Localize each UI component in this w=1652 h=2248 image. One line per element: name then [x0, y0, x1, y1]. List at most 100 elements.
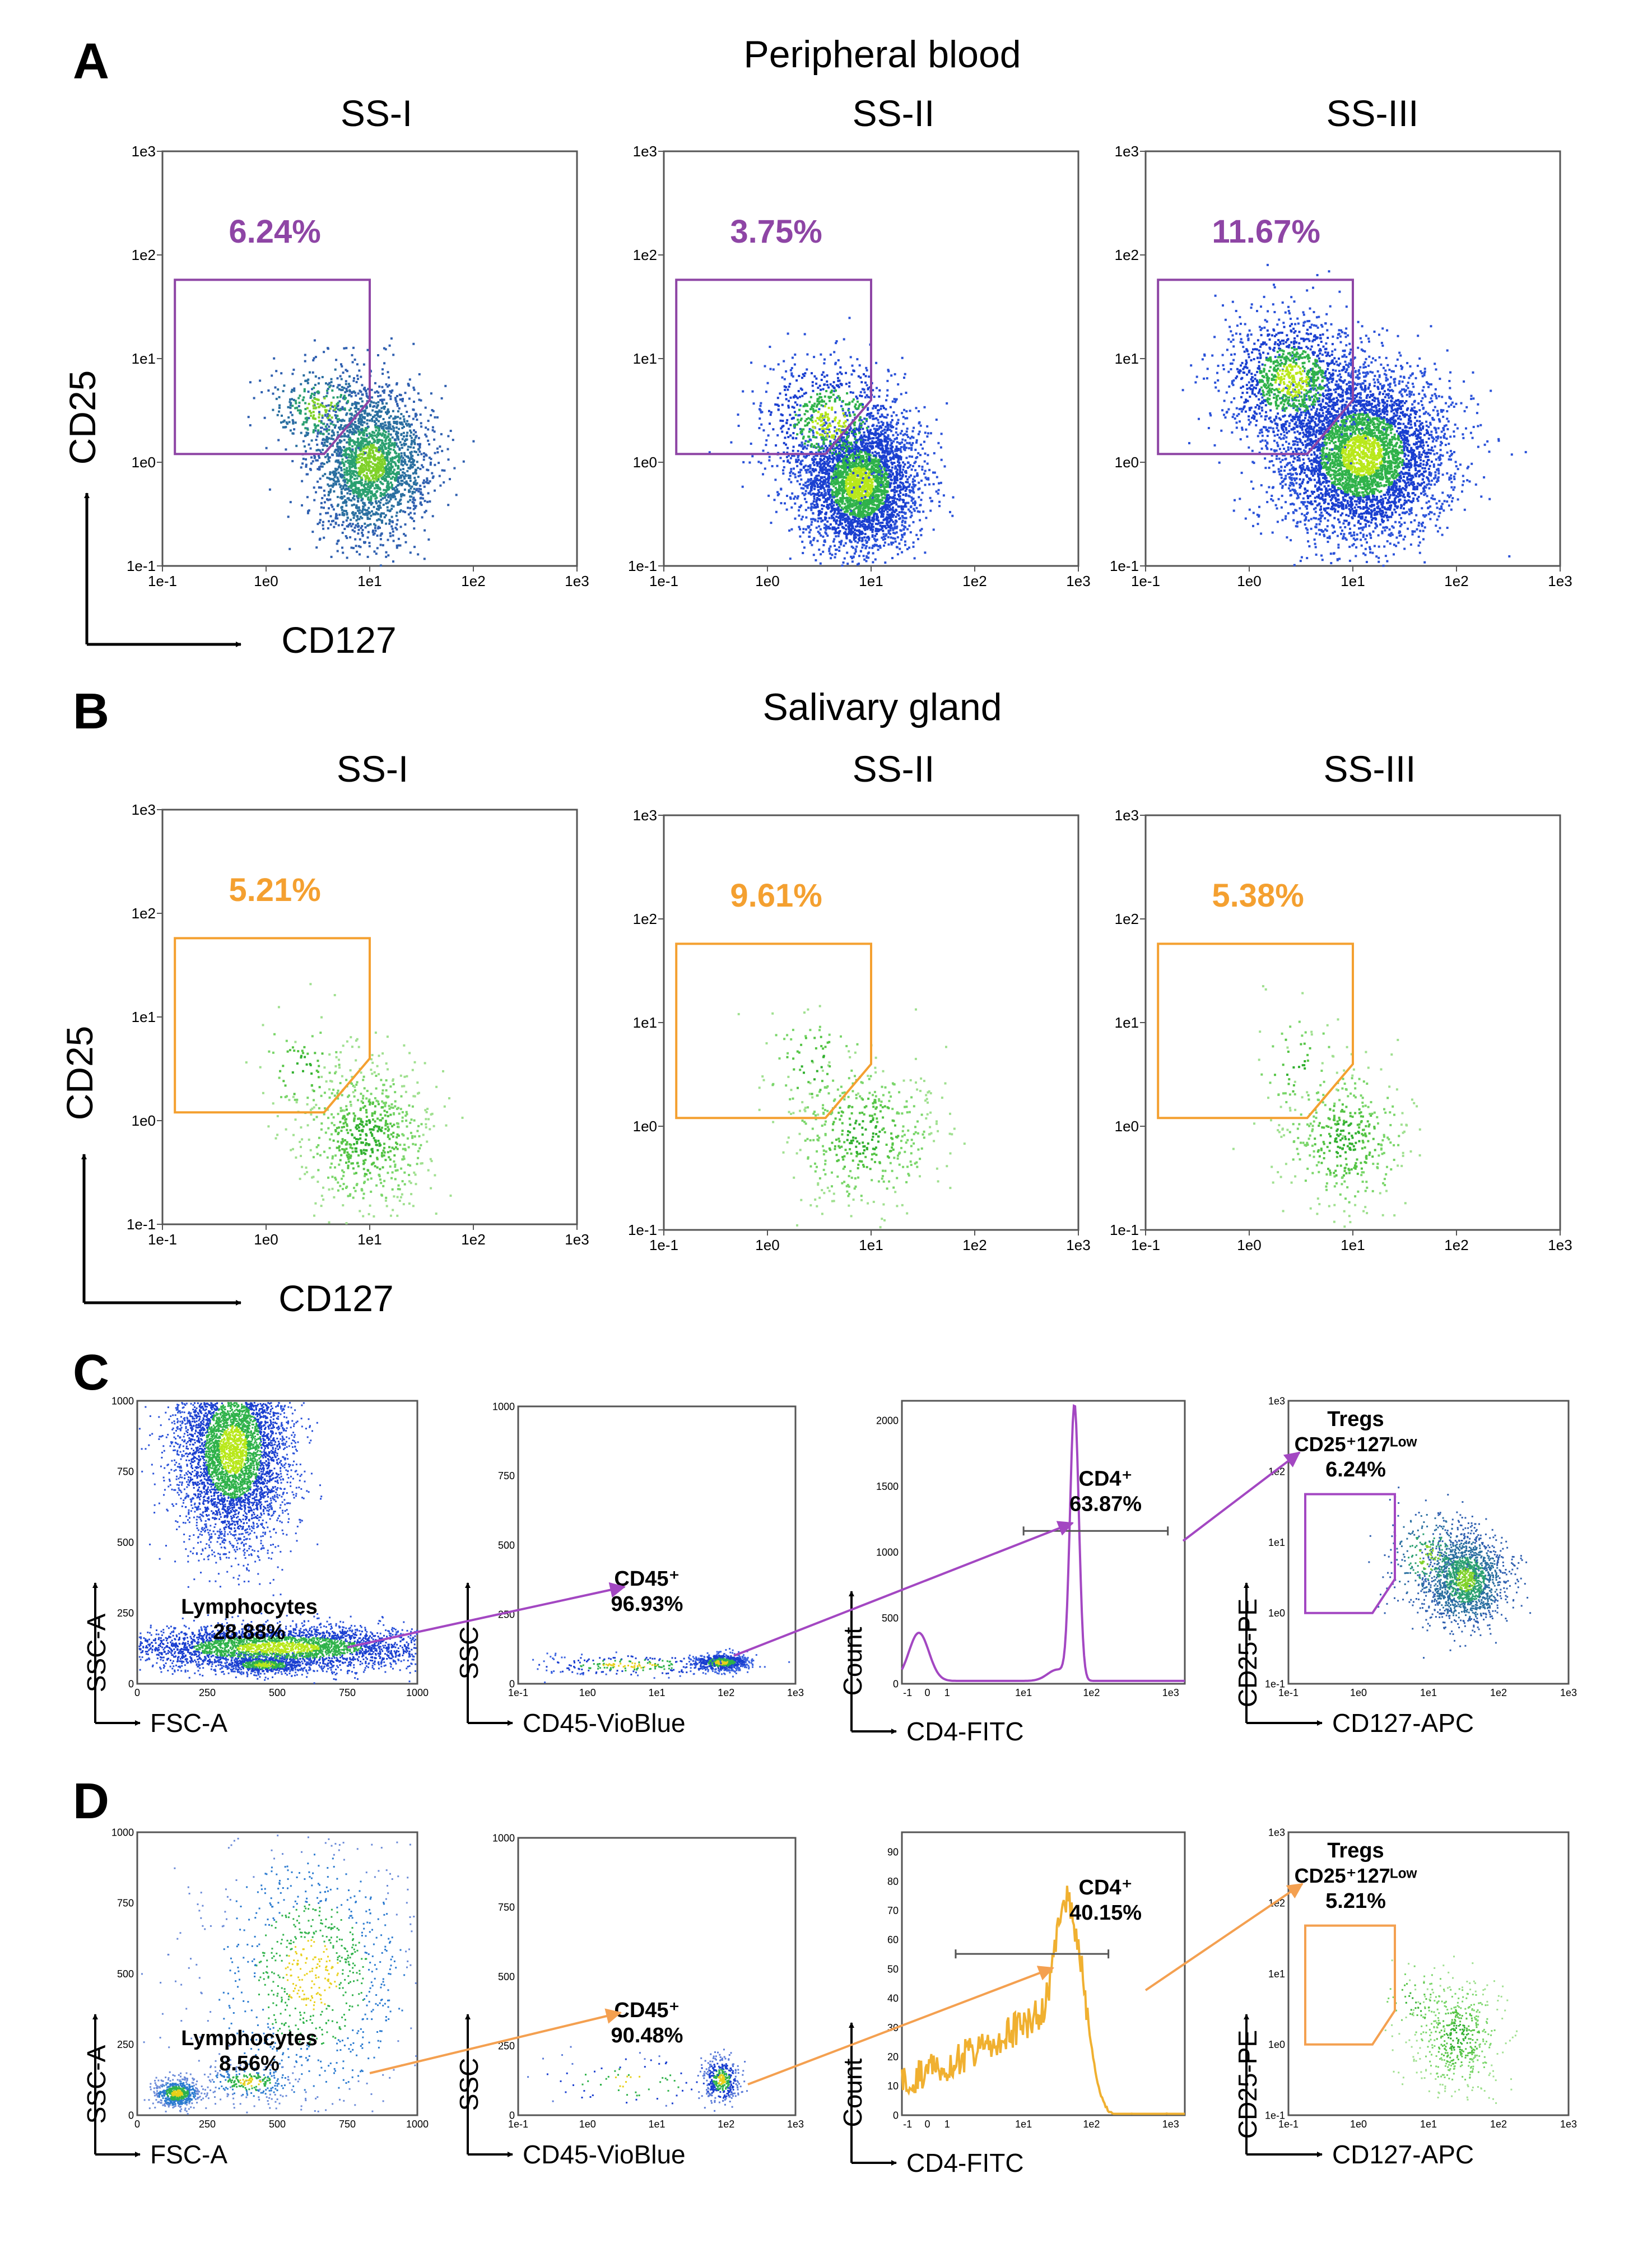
- event-dot: [906, 528, 909, 531]
- event-dot: [390, 515, 393, 518]
- event-dot: [398, 428, 401, 430]
- event-dot: [848, 489, 850, 492]
- event-dot: [400, 493, 402, 496]
- event-dot: [402, 415, 405, 418]
- event-dot: [848, 411, 851, 414]
- event-dot: [394, 398, 397, 401]
- event-dot: [293, 387, 296, 390]
- event-dot: [853, 441, 856, 444]
- event-dot: [353, 526, 356, 529]
- event-dot: [877, 490, 880, 493]
- event-dot: [397, 476, 399, 479]
- event-dot: [398, 407, 401, 410]
- event-dot: [354, 430, 357, 433]
- event-dot: [366, 425, 369, 428]
- event-dot: [366, 445, 369, 448]
- event-dot: [396, 484, 399, 487]
- event-dot: [360, 391, 362, 393]
- event-dot: [818, 491, 821, 494]
- event-dot: [845, 517, 848, 520]
- event-dot: [373, 550, 376, 553]
- event-dot: [886, 440, 889, 443]
- event-dot: [388, 376, 390, 379]
- event-dot: [829, 496, 831, 499]
- event-dot: [825, 450, 828, 452]
- event-dot: [361, 459, 364, 462]
- event-dot: [352, 471, 355, 473]
- event-dot: [403, 452, 406, 454]
- event-dot: [350, 463, 352, 465]
- event-dot: [314, 398, 317, 401]
- event-dot: [341, 435, 343, 438]
- event-dot: [401, 423, 404, 426]
- event-dot: [873, 495, 876, 498]
- event-dot: [272, 408, 274, 411]
- event-dot: [917, 452, 920, 454]
- event-dot: [844, 503, 846, 505]
- event-dot: [343, 435, 346, 438]
- event-dot: [358, 494, 361, 496]
- event-dot: [356, 363, 359, 366]
- event-dot: [810, 503, 813, 505]
- event-dot: [887, 532, 890, 535]
- event-dot: [331, 434, 333, 437]
- event-dot: [888, 472, 891, 475]
- event-dot: [922, 510, 925, 513]
- event-dot: [387, 480, 389, 483]
- event-dot: [348, 417, 351, 420]
- event-dot: [847, 492, 850, 495]
- event-dot: [834, 430, 836, 433]
- event-dot: [403, 533, 406, 536]
- event-dot: [826, 469, 829, 472]
- event-dot: [395, 511, 398, 514]
- event-dot: [818, 461, 821, 464]
- event-dot: [339, 462, 342, 465]
- event-dot: [370, 434, 373, 436]
- event-dot: [411, 439, 413, 442]
- event-dot: [891, 462, 894, 465]
- event-dot: [845, 536, 848, 539]
- event-dot: [324, 473, 327, 476]
- event-dot: [887, 536, 890, 538]
- event-dot: [824, 472, 827, 475]
- event-dot: [307, 378, 310, 381]
- event-dot: [823, 461, 826, 463]
- event-dot: [834, 411, 837, 414]
- event-dot: [345, 485, 348, 487]
- event-dot: [375, 512, 378, 515]
- event-dot: [811, 502, 814, 505]
- event-dot: [352, 346, 355, 349]
- event-dot: [864, 510, 866, 513]
- event-dot: [857, 454, 859, 457]
- event-dot: [877, 508, 880, 511]
- event-dot: [299, 411, 301, 414]
- event-dot: [391, 436, 394, 439]
- event-dot: [835, 472, 837, 475]
- event-dot: [819, 528, 822, 531]
- event-dot: [858, 529, 860, 532]
- event-dot: [851, 461, 854, 463]
- event-dot: [893, 477, 896, 480]
- event-dot: [447, 504, 450, 507]
- event-dot: [854, 532, 857, 535]
- event-dot: [405, 455, 408, 458]
- event-dot: [831, 454, 834, 457]
- event-dot: [390, 504, 393, 507]
- event-dot: [320, 451, 323, 454]
- event-dot: [862, 544, 864, 546]
- event-dot: [360, 397, 362, 400]
- event-dot: [844, 542, 847, 545]
- event-dot: [780, 502, 783, 504]
- event-dot: [353, 477, 356, 480]
- event-dot: [911, 486, 914, 489]
- event-dot: [832, 504, 835, 507]
- event-dot: [392, 476, 394, 479]
- event-dot: [348, 443, 351, 446]
- event-dot: [333, 408, 336, 411]
- event-dot: [909, 491, 911, 494]
- event-dot: [873, 499, 876, 501]
- event-dot: [348, 459, 351, 462]
- event-dot: [868, 468, 871, 471]
- event-dot: [420, 504, 423, 506]
- event-dot: [333, 479, 335, 482]
